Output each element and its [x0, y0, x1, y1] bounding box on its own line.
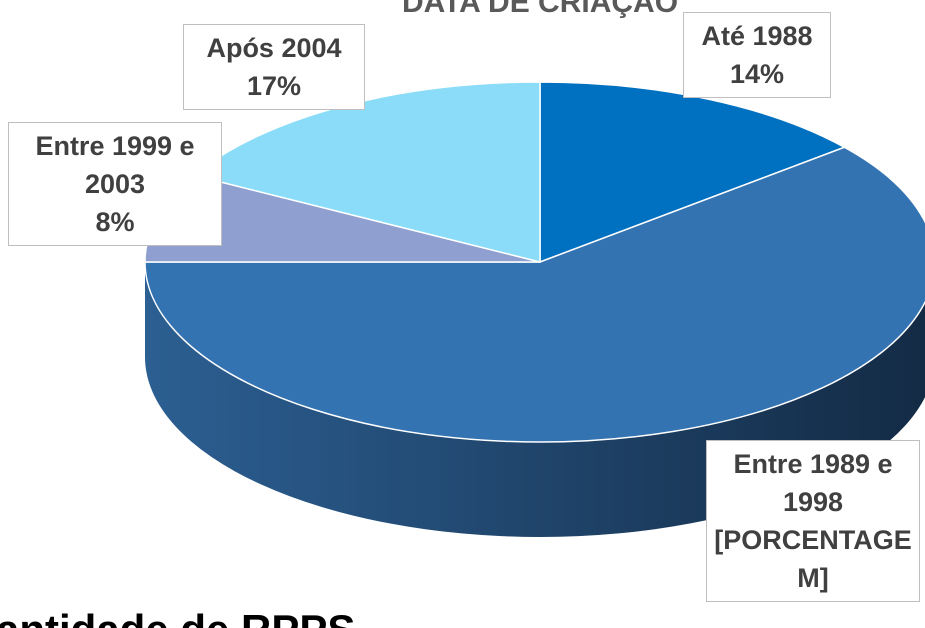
data-label: Entre 1989 e 1998 [PORCENTAGEM]	[706, 440, 920, 602]
label-value: 17%	[246, 71, 302, 101]
label-category: Entre 1999 e 2003	[35, 131, 195, 199]
data-label: Até 1988 14%	[683, 12, 831, 98]
slice	[539, 81, 847, 264]
label-category: Entre 1989 e 1998	[733, 449, 893, 517]
label-value: 14%	[729, 59, 785, 89]
label-value: [PORCENTAGEM]	[714, 525, 912, 593]
data-label: Entre 1999 e 2003 8%	[8, 122, 222, 246]
chart-title: DATA DE CRIAÇÃO	[401, 0, 679, 19]
label-category: Após 2004	[206, 33, 342, 63]
label-category: Até 1988	[701, 21, 813, 51]
label-value: 8%	[95, 207, 135, 237]
slice	[144, 146, 925, 443]
footer-text: antidade de RPPS	[0, 606, 355, 628]
data-label: Após 2004 17%	[183, 24, 365, 110]
